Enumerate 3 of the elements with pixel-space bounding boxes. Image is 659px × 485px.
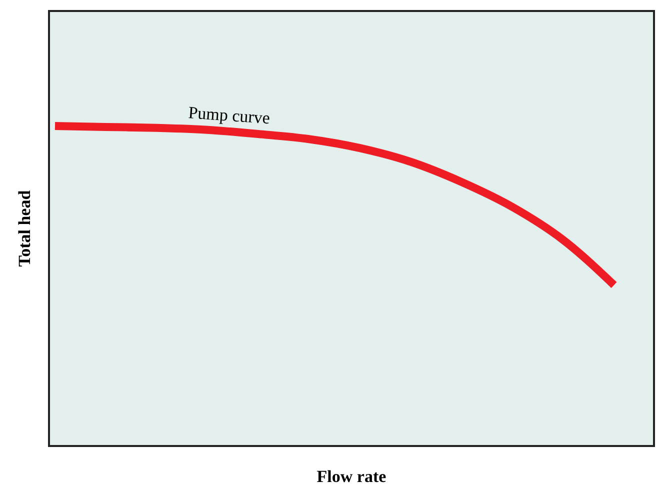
y-axis-title: Total head	[15, 190, 34, 267]
x-axis-title: Flow rate	[316, 467, 387, 485]
annotation: Pump curve	[188, 103, 271, 128]
